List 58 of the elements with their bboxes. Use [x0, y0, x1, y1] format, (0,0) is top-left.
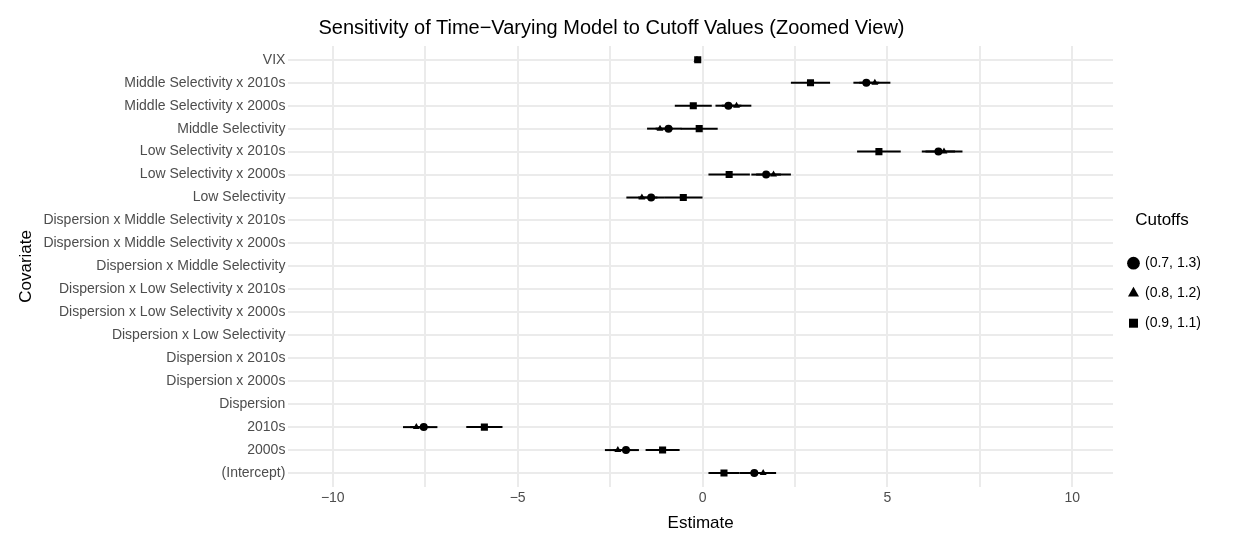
y-tick-label: Low Selectivity x 2010s	[139, 142, 286, 159]
point	[679, 193, 687, 202]
y-tick-label: Dispersion x Middle Selectivity x 2000s	[43, 234, 286, 251]
y-axis-title: Covariate	[15, 230, 35, 303]
y-tick-label: Dispersion x Low Selectivity x 2000s	[58, 303, 286, 320]
y-tick-label: Middle Selectivity x 2010s	[124, 73, 286, 90]
x-tick-label: −10	[320, 489, 345, 506]
point	[770, 170, 777, 177]
y-tick-label: Low Selectivity	[192, 188, 286, 205]
point	[871, 78, 879, 85]
point	[762, 170, 771, 179]
point	[862, 78, 871, 87]
point	[621, 446, 630, 455]
y-tick-label: Dispersion x Low Selectivity x 2010s	[58, 280, 286, 297]
y-tick-label: (Intercept)	[221, 463, 286, 480]
point	[724, 101, 733, 110]
point	[733, 101, 741, 108]
y-tick-label: Dispersion x 2010s	[166, 349, 286, 366]
y-tick-label: Dispersion x Middle Selectivity	[96, 257, 286, 274]
point	[689, 102, 697, 110]
legend-label: (0.8, 1.2)	[1144, 284, 1201, 301]
x-tick-label: −5	[509, 489, 526, 506]
point	[412, 423, 420, 430]
chart-title: Sensitivity of Time−Varying Model to Cutoff Values (Zoomed View)	[318, 15, 905, 38]
x-tick-label: 10	[1064, 489, 1081, 506]
point	[806, 79, 815, 87]
point	[875, 148, 883, 156]
y-tick-label: Low Selectivity x 2000s	[139, 165, 286, 182]
point	[750, 469, 759, 478]
y-tick-label: VIX	[262, 50, 287, 67]
y-tick-label: Dispersion	[219, 395, 286, 412]
point	[656, 124, 664, 131]
point	[480, 423, 488, 431]
y-tick-label: Dispersion x 2000s	[166, 372, 286, 389]
x-tick-label: 0	[698, 489, 707, 506]
y-tick-label: Dispersion x Low Selectivity	[111, 326, 286, 343]
point	[940, 147, 948, 154]
point	[934, 147, 943, 156]
point	[614, 446, 622, 453]
legend-label: (0.7, 1.3)	[1144, 254, 1201, 271]
point	[638, 193, 646, 200]
x-axis-title: Estimate	[667, 513, 734, 533]
legend-title: Cutoffs	[1135, 209, 1189, 229]
y-tick-label: Dispersion x Middle Selectivity x 2010s	[43, 211, 286, 228]
point	[720, 469, 728, 477]
point	[759, 469, 767, 476]
y-tick-label: Middle Selectivity	[177, 119, 286, 136]
legend-label: (0.9, 1.1)	[1144, 314, 1201, 331]
y-tick-label: 2000s	[247, 440, 286, 457]
point	[659, 446, 667, 454]
x-tick-label: 5	[883, 489, 892, 506]
y-tick-label: Middle Selectivity x 2000s	[124, 96, 286, 113]
point	[419, 423, 428, 432]
point	[725, 171, 733, 179]
point	[664, 124, 673, 133]
point	[695, 125, 703, 133]
y-tick-label: 2010s	[247, 417, 286, 434]
point	[647, 193, 656, 202]
